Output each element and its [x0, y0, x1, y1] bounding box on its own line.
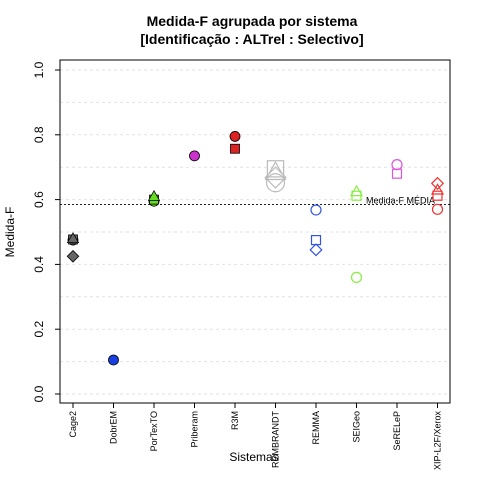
x-tick-label: SEIGeo — [352, 411, 362, 443]
y-tick-label: 1.0 — [32, 61, 46, 78]
x-tick-label: PorTexTO — [149, 411, 159, 451]
data-point-square — [230, 143, 240, 154]
data-point-triangle — [147, 190, 161, 201]
plot-frame — [59, 59, 451, 404]
data-point-diamond — [309, 243, 323, 257]
x-tick-label: REMMA — [311, 411, 321, 445]
data-point-circle — [310, 204, 322, 216]
data-point-square — [391, 168, 403, 179]
x-tick-label: SeRELeP — [392, 411, 402, 451]
x-tick-label: XIP-L2F/Xerox — [433, 411, 443, 471]
gridlines — [60, 69, 450, 395]
data-point-triangle — [349, 184, 364, 197]
data-point-diamond — [430, 176, 445, 190]
data-points — [66, 131, 445, 366]
data-point-square — [432, 190, 443, 201]
data-point-triangle — [264, 160, 287, 181]
x-tick-label: Cage2 — [68, 411, 78, 438]
data-point-square — [266, 160, 285, 178]
x-axis: Cage2 DobrEM PorTexTO Priberam R3M REMBRANDT R… — [68, 403, 443, 470]
y-tick-label: 0.0 — [32, 385, 46, 402]
chart-title-line1: Medida-F agrupada por sistema — [147, 13, 358, 29]
x-tick-label: DobrEM — [109, 411, 119, 444]
data-point-triangle — [66, 232, 80, 244]
data-point-circle — [431, 203, 444, 215]
mean-line-group: Medida-F MÉDIA — [60, 195, 450, 205]
chart-title-line2: [Identificação : ALTrel : Selectivo] — [140, 31, 363, 47]
y-tick-label: 0.8 — [32, 126, 46, 143]
y-tick-label: 0.6 — [32, 191, 46, 208]
data-point-diamond — [66, 249, 80, 263]
x-axis-label: Sistemas — [229, 450, 278, 464]
data-point-circle — [265, 173, 286, 193]
data-point-circle — [189, 150, 200, 162]
data-point-circle — [108, 354, 119, 366]
y-axis-label: Medida-F — [3, 207, 17, 258]
data-point-triangle — [430, 183, 445, 195]
data-point-circle — [229, 131, 241, 142]
data-point-circle — [391, 159, 403, 171]
mean-line-label: Medida-F MÉDIA — [366, 195, 435, 205]
x-tick-label: Priberam — [190, 411, 200, 448]
y-axis: 0.0 0.2 0.4 0.6 0.8 1.0 — [32, 61, 60, 402]
y-tick-label: 0.2 — [32, 321, 46, 338]
data-point-diamond — [264, 166, 287, 189]
y-tick-label: 0.4 — [32, 256, 46, 273]
data-point-circle — [350, 271, 363, 283]
x-tick-label: REMBRANDT — [271, 411, 281, 469]
x-tick-label: R3M — [230, 411, 240, 430]
